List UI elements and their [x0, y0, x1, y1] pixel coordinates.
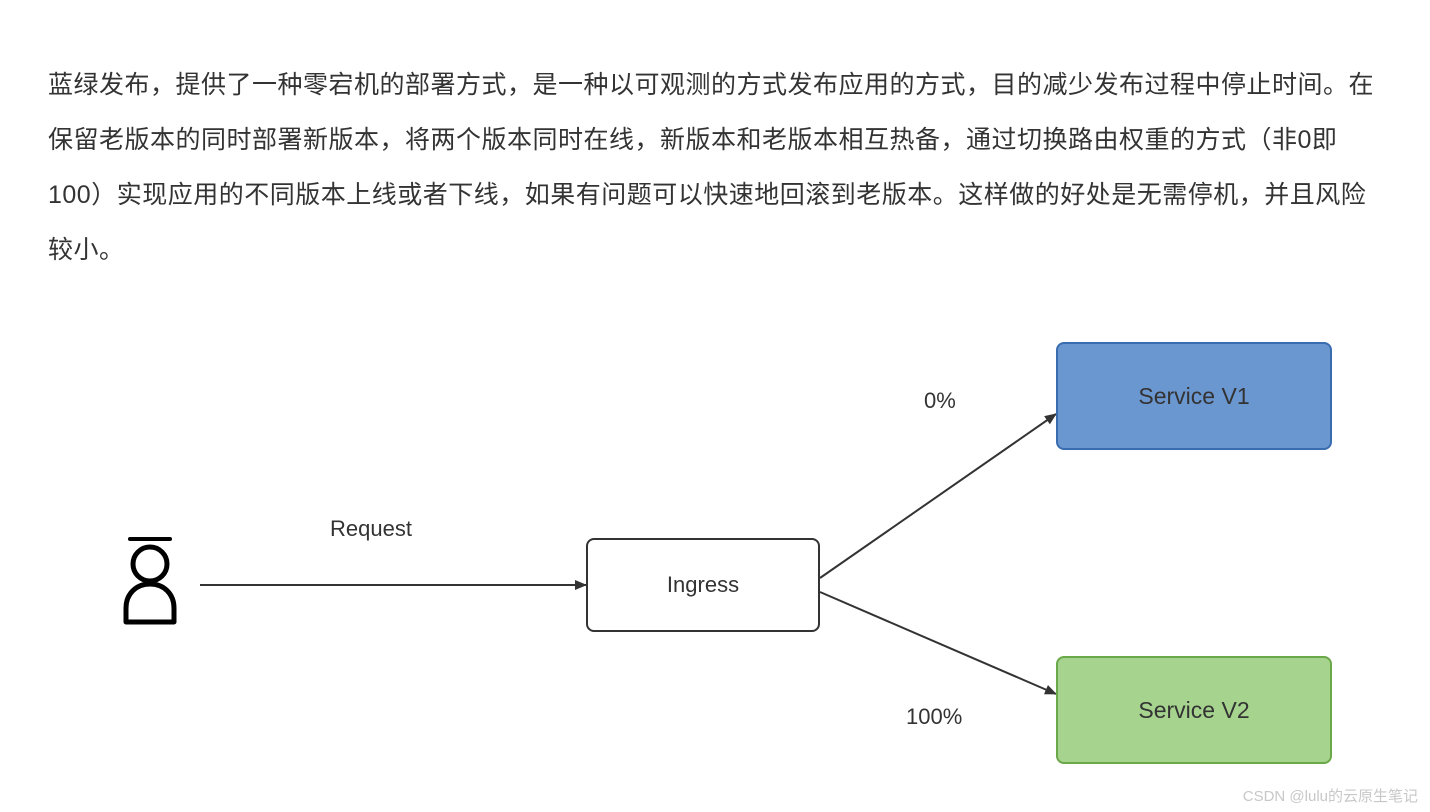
service-v2-label: Service V2	[1138, 697, 1249, 724]
weight-v2-label: 100%	[906, 704, 962, 730]
description-paragraph: 蓝绿发布，提供了一种零宕机的部署方式，是一种以可观测的方式发布应用的方式，目的减…	[48, 58, 1388, 278]
service-v1-label: Service V1	[1138, 383, 1249, 410]
page: 蓝绿发布，提供了一种零宕机的部署方式，是一种以可观测的方式发布应用的方式，目的减…	[0, 0, 1430, 812]
request-label: Request	[330, 516, 412, 542]
ingress-node: Ingress	[586, 538, 820, 632]
weight-v1-label: 0%	[924, 388, 956, 414]
flowchart-diagram: Ingress Service V1 Service V2 Request 0%…	[0, 310, 1430, 790]
ingress-label: Ingress	[667, 572, 739, 598]
user-icon	[118, 536, 182, 626]
watermark-text: CSDN @lulu的云原生笔记	[1243, 785, 1418, 806]
service-v2-node: Service V2	[1056, 656, 1332, 764]
service-v1-node: Service V1	[1056, 342, 1332, 450]
